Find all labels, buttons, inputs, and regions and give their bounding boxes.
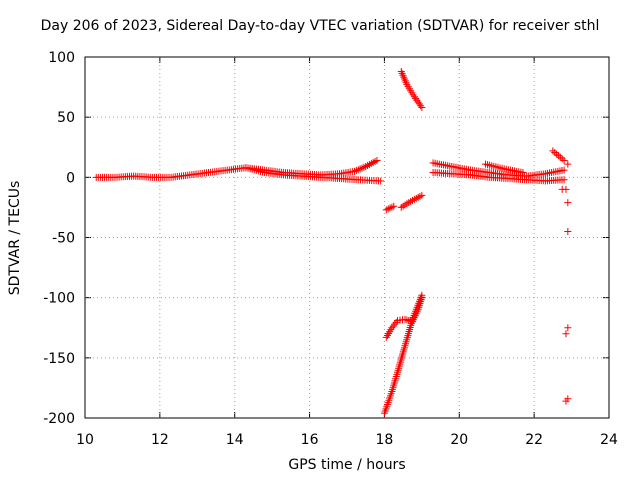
data-point — [549, 147, 557, 155]
data-point — [377, 177, 385, 185]
data-point — [410, 93, 418, 101]
data-point — [554, 152, 562, 160]
data-point — [373, 156, 381, 164]
chart-title: Day 206 of 2023, Sidereal Day-to-day VTE… — [40, 18, 600, 34]
data-point — [564, 227, 572, 235]
x-tick-label: 14 — [226, 432, 244, 448]
x-tick-label: 16 — [301, 432, 319, 448]
data-point — [390, 202, 398, 210]
data-point — [418, 191, 426, 199]
data-point — [388, 324, 396, 332]
data-point — [418, 104, 426, 112]
y-tick-label: 100 — [48, 50, 75, 66]
data-point — [562, 397, 570, 405]
data-point — [415, 100, 423, 108]
data-point — [564, 324, 572, 332]
x-tick-label: 20 — [450, 432, 468, 448]
data-point — [564, 160, 572, 168]
y-tick-label: 50 — [57, 110, 75, 126]
y-axis-label: SDTVAR / TECUs — [7, 180, 23, 296]
y-tick-label: -100 — [43, 291, 75, 307]
data-point — [564, 199, 572, 207]
x-tick-label: 12 — [151, 432, 169, 448]
data-point — [556, 153, 564, 161]
x-tick-label: 24 — [600, 432, 618, 448]
data-point — [562, 330, 570, 338]
data-point — [558, 155, 566, 163]
x-tick-label: 10 — [76, 432, 94, 448]
y-tick-label: -150 — [43, 351, 75, 367]
data-point — [417, 102, 425, 110]
data-point — [389, 322, 397, 330]
data-point — [560, 156, 568, 164]
data-point — [391, 320, 399, 328]
data-point — [392, 318, 400, 326]
data-point — [418, 291, 426, 299]
data-point — [553, 150, 561, 158]
data-point — [560, 166, 568, 174]
data-point — [560, 176, 568, 184]
data-point — [386, 204, 394, 212]
y-tick-label: -200 — [43, 411, 75, 427]
data-point — [562, 185, 570, 193]
y-tick-label: 0 — [66, 170, 75, 186]
data-point — [413, 96, 421, 104]
y-tick-label: -50 — [52, 231, 75, 247]
data-point — [414, 98, 422, 106]
x-axis-label: GPS time / hours — [288, 457, 406, 473]
x-tick-label: 18 — [376, 432, 394, 448]
data-point — [403, 316, 411, 324]
data-point — [412, 95, 420, 103]
plot-frame — [84, 56, 610, 419]
data-point — [551, 148, 559, 156]
x-tick-label: 22 — [525, 432, 543, 448]
data-point — [519, 169, 527, 177]
